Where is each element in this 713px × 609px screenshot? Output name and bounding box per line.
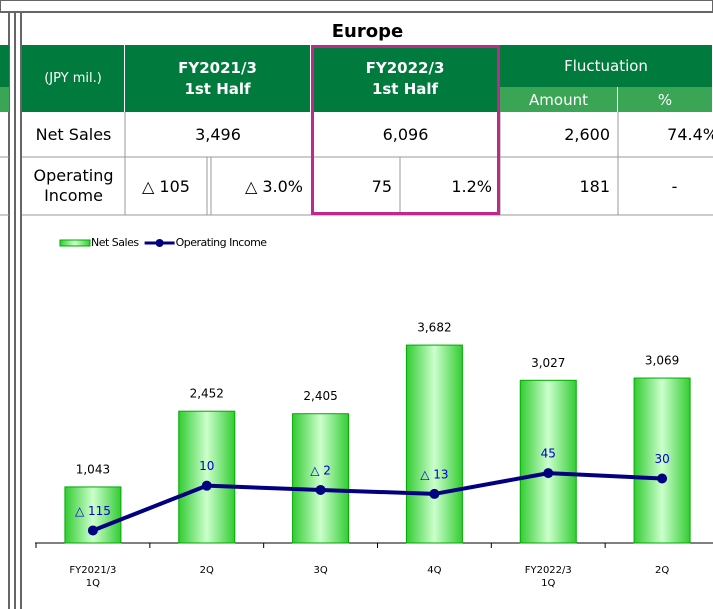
cell: 181 (579, 176, 610, 196)
bar (178, 410, 236, 544)
point (543, 468, 554, 479)
bar (405, 344, 463, 544)
bar-label: 2,405 (303, 389, 337, 403)
x-tick-label: 4Q (427, 565, 442, 576)
cell: 2,600 (564, 125, 610, 144)
title: Europe (331, 21, 404, 42)
bar-label: 2,452 (190, 387, 224, 401)
bar (292, 413, 350, 544)
bar-label: 3,682 (417, 321, 451, 335)
legend-swatch (155, 239, 164, 247)
cut-header (0, 87, 9, 112)
cell: - (671, 176, 678, 196)
cell: 3,496 (195, 125, 241, 144)
point-label: △ 115 (75, 504, 111, 518)
highlight-box (311, 45, 500, 215)
header-cell: FY2022/3 1st Half (311, 45, 500, 112)
point (429, 488, 440, 499)
point-label: 45 (541, 447, 556, 461)
point (201, 480, 212, 491)
cell: △ 3.0% (244, 176, 303, 196)
cell: 74.4% (667, 125, 713, 144)
bar-label: 3,069 (645, 354, 679, 368)
cell: 75 (371, 176, 392, 196)
point (87, 525, 98, 536)
point-label: △ 13 (420, 467, 448, 481)
cell: 1.2% (451, 176, 492, 196)
header-cell: FY2021/3 1st Half (125, 45, 311, 112)
bar-label: 3,027 (531, 356, 565, 370)
line (92, 471, 663, 533)
bar (519, 379, 577, 544)
legend-label: Net Sales (91, 236, 139, 249)
header-cell: Fluctuation (500, 45, 713, 87)
point-label: △ 2 (310, 463, 331, 477)
point (657, 473, 668, 484)
point-label: 30 (654, 452, 669, 466)
cut-header (0, 45, 9, 87)
row-label: Net Sales (35, 125, 112, 144)
header-cell: % (618, 87, 713, 112)
x-tick-label: FY2022/3 1Q (524, 565, 572, 589)
x-tick-label: 3Q (313, 565, 328, 576)
point (315, 484, 326, 495)
row-label: Operating Income (33, 166, 114, 205)
legend-label: Operating Income (176, 236, 268, 249)
top-border (0, 0, 713, 13)
x-tick-label: 2Q (654, 565, 670, 576)
header-cell: Amount (500, 87, 618, 112)
bar-label: 1,043 (76, 462, 110, 476)
header-cell: (JPY mil.) (22, 45, 125, 112)
legend-swatch (59, 239, 91, 247)
cell: 6,096 (382, 125, 429, 144)
x-tick-label: FY2021/3 1Q (69, 565, 117, 589)
x-tick-label: 2Q (199, 565, 214, 576)
bar (633, 377, 691, 544)
point-label: 10 (199, 459, 214, 473)
cell: △ 105 (142, 176, 190, 196)
